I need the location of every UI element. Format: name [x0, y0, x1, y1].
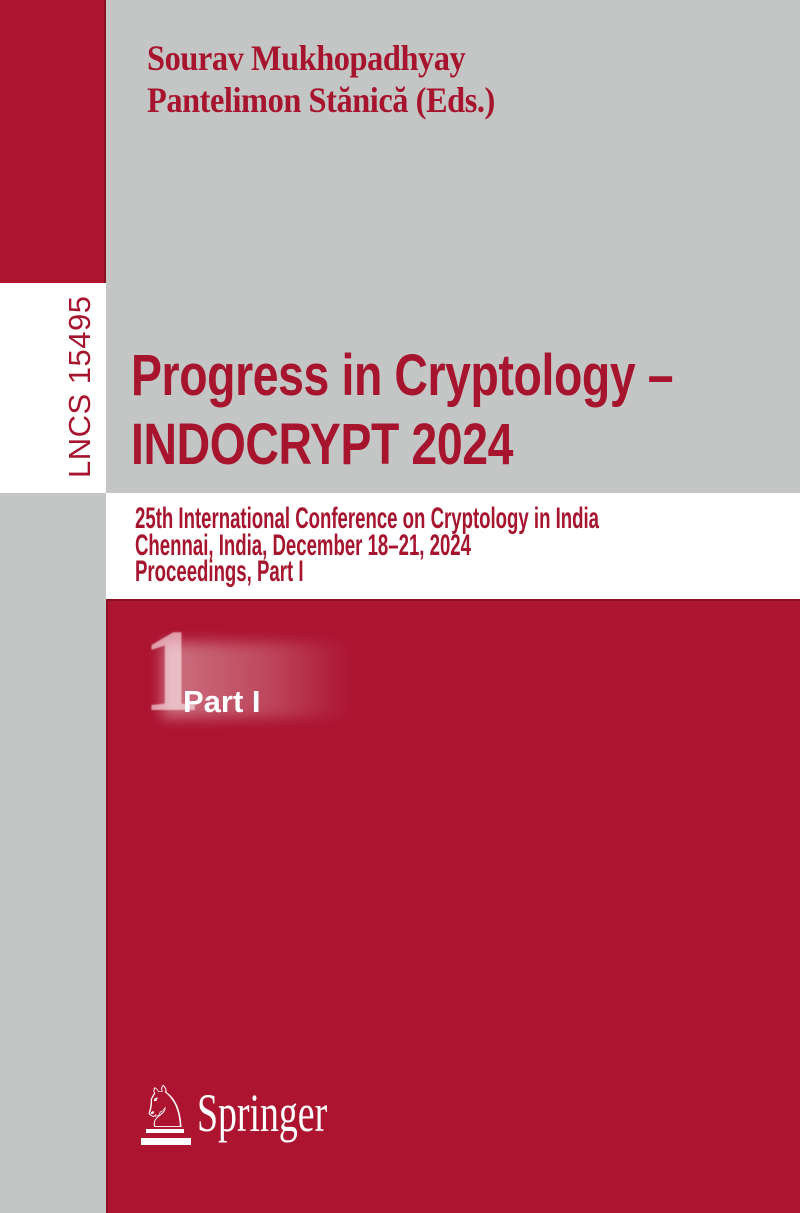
title-line-2: INDOCRYPT 2024 — [131, 412, 514, 477]
springer-horse-icon: ♘ — [139, 1073, 191, 1141]
subtitle-line-1: 25th International Conference on Cryptol… — [135, 502, 600, 535]
highlight-swoosh — [162, 642, 354, 718]
editor-line-1: Sourav Mukhopadhyay — [147, 38, 466, 78]
springer-wordmark: Springer — [197, 1083, 328, 1143]
subtitle-line-2: Chennai, India, December 18–21, 2024 — [135, 528, 472, 562]
top-left-color-block — [0, 0, 106, 283]
lncs-series-label: LNCS 15495 — [62, 295, 97, 478]
editors-block: Sourav Mukhopadhyay Pantelimon Stănică (… — [147, 37, 495, 121]
subtitle-band: 25th International Conference on Cryptol… — [106, 493, 800, 599]
subtitle-line-3: Proceedings, Part I — [135, 555, 304, 588]
editor-line-2: Pantelimon Stănică (Eds.) — [147, 80, 495, 120]
lncs-spine-strip — [0, 283, 106, 493]
part-label: Part I — [183, 684, 261, 719]
subtitle-block: 25th International Conference on Cryptol… — [135, 502, 600, 588]
main-color-block — [106, 599, 800, 1213]
book-title: Progress in Cryptology – INDOCRYPT 2024 — [131, 341, 674, 479]
title-line-1: Progress in Cryptology – — [131, 343, 674, 408]
springer-horse-pedestal-thick — [141, 1138, 191, 1145]
springer-horse-pedestal-thin — [146, 1129, 184, 1133]
part-number-numeral: 1 — [142, 612, 201, 730]
